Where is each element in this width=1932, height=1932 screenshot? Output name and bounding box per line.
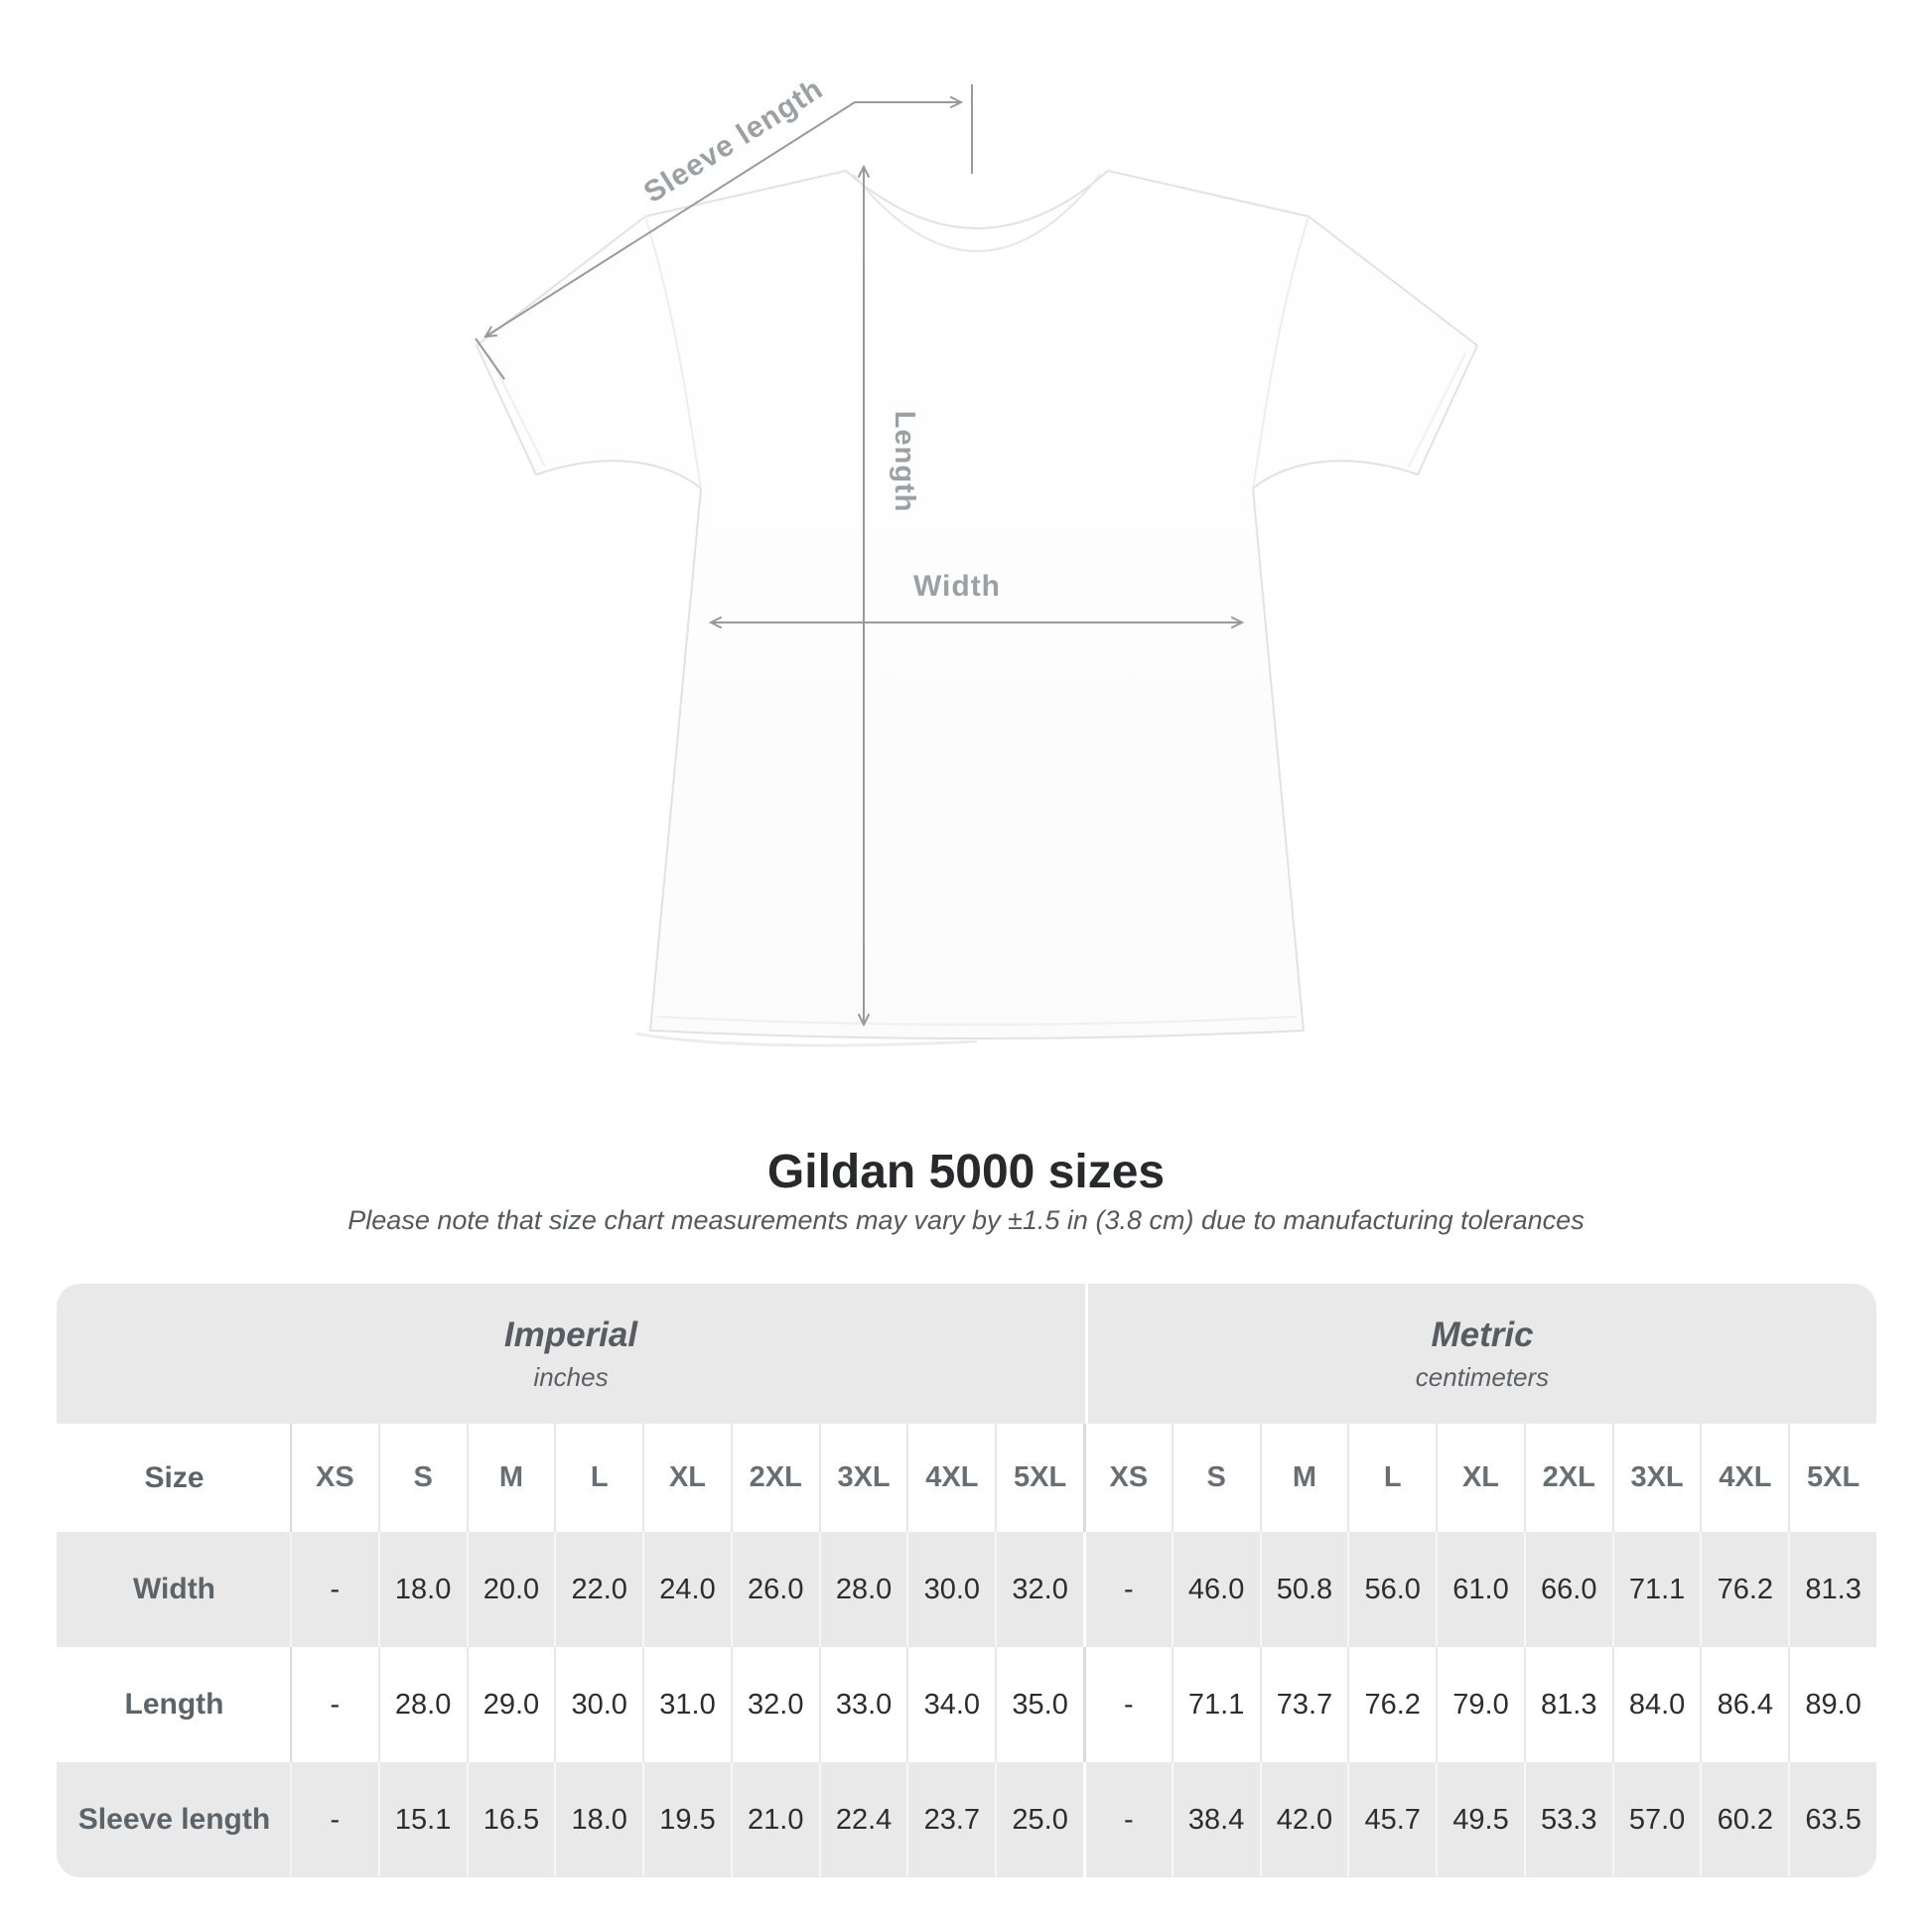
tolerance-note: Please note that size chart measurements…: [347, 1205, 1585, 1235]
table-cell: 49.5: [1436, 1762, 1524, 1877]
size-header: 3XL: [818, 1424, 907, 1532]
table-cell: 53.3: [1523, 1762, 1612, 1877]
row-label: Length: [124, 1688, 224, 1721]
table-cell: 19.5: [642, 1762, 731, 1877]
table-cell: 23.7: [906, 1762, 995, 1877]
table-cell: 29.0: [466, 1647, 555, 1762]
table-cell: 45.7: [1347, 1762, 1436, 1877]
table-cell: 34.0: [906, 1647, 995, 1762]
table-cell: 30.0: [554, 1647, 642, 1762]
table-cell: 28.0: [818, 1532, 907, 1647]
size-header-row: Size XS S M L XL 2XL 3XL 4XL 5XL XS S M …: [57, 1424, 1876, 1532]
table-cell: 46.0: [1171, 1532, 1260, 1647]
table-cell: 21.0: [730, 1762, 819, 1877]
table-row-sleeve-length: Sleeve length - 15.1 16.5 18.0 19.5 21.0…: [57, 1762, 1876, 1877]
size-header: 4XL: [1700, 1424, 1788, 1532]
table-cell: 63.5: [1788, 1762, 1876, 1877]
table-cell: 32.0: [730, 1647, 819, 1762]
table-cell: 18.0: [377, 1532, 467, 1647]
metric-unit: centimeters: [1415, 1361, 1550, 1392]
table-row-width: Width - 18.0 20.0 22.0 24.0 26.0 28.0 30…: [57, 1532, 1876, 1647]
tshirt-measurement-diagram: Sleeve length Length Width: [475, 72, 1478, 1047]
table-cell: 31.0: [642, 1647, 731, 1762]
size-header: 5XL: [995, 1424, 1083, 1532]
imperial-unit: inches: [533, 1361, 609, 1392]
table-cell: -: [290, 1532, 378, 1647]
table-cell: 79.0: [1436, 1647, 1524, 1762]
table-cell: 33.0: [818, 1647, 907, 1762]
table-cell: 76.2: [1347, 1647, 1436, 1762]
size-header: XS: [1083, 1424, 1172, 1532]
page-title: Gildan 5000 sizes: [766, 1146, 1166, 1198]
sleeve-end-tick: [475, 338, 505, 380]
width-label: Width: [913, 570, 1001, 603]
table-cell: 32.0: [995, 1532, 1083, 1647]
table-cell: 18.0: [554, 1762, 642, 1877]
table-cell: 20.0: [466, 1532, 555, 1647]
table-cell: -: [1083, 1647, 1172, 1762]
size-column-header: Size: [144, 1460, 205, 1494]
size-header: M: [466, 1424, 555, 1532]
table-cell: 89.0: [1788, 1647, 1876, 1762]
imperial-label: Imperial: [503, 1314, 638, 1354]
table-cell: 71.1: [1171, 1647, 1260, 1762]
tshirt-drawing: [476, 170, 1478, 1047]
table-cell: 73.7: [1259, 1647, 1348, 1762]
row-label: Sleeve length: [77, 1803, 271, 1836]
table-cell: -: [1083, 1532, 1172, 1647]
table-cell: -: [290, 1647, 378, 1762]
metric-label: Metric: [1431, 1314, 1534, 1354]
table-cell: 38.4: [1171, 1762, 1260, 1877]
size-header: M: [1259, 1424, 1348, 1532]
table-row-length: Length - 28.0 29.0 30.0 31.0 32.0 33.0 3…: [57, 1647, 1876, 1762]
length-label: Length: [889, 411, 920, 513]
table-cell: -: [1083, 1762, 1172, 1877]
size-header: S: [1171, 1424, 1260, 1532]
row-label: Width: [132, 1573, 216, 1605]
table-cell: 86.4: [1700, 1647, 1788, 1762]
table-cell: 50.8: [1259, 1532, 1348, 1647]
table-cell: 56.0: [1347, 1532, 1436, 1647]
metric-group-header: Metric centimeters: [1085, 1284, 1876, 1424]
size-header: 4XL: [906, 1424, 995, 1532]
table-cell: 35.0: [995, 1647, 1083, 1762]
table-cell: 81.3: [1523, 1647, 1612, 1762]
size-header: S: [377, 1424, 467, 1532]
table-cell: 25.0: [995, 1762, 1083, 1877]
table-cell: 15.1: [377, 1762, 467, 1877]
table-cell: 61.0: [1436, 1532, 1524, 1647]
table-cell: -: [290, 1762, 378, 1877]
size-header: XS: [290, 1424, 378, 1532]
table-cell: 66.0: [1523, 1532, 1612, 1647]
size-header: 5XL: [1788, 1424, 1876, 1532]
table-cell: 28.0: [377, 1647, 467, 1762]
size-header: XL: [642, 1424, 731, 1532]
sleeve-length-diagonal-arrow: [483, 101, 856, 339]
table-cell: 60.2: [1700, 1762, 1788, 1877]
table-cell: 42.0: [1259, 1762, 1348, 1877]
imperial-group-header: Imperial inches: [57, 1284, 1085, 1424]
size-header: 3XL: [1611, 1424, 1701, 1532]
table-cell: 71.1: [1611, 1532, 1701, 1647]
size-chart-table: Imperial inches Metric centimeters Size …: [57, 1284, 1876, 1877]
size-header: L: [554, 1424, 642, 1532]
size-header: XL: [1436, 1424, 1524, 1532]
size-header: 2XL: [1523, 1424, 1612, 1532]
table-cell: 84.0: [1611, 1647, 1701, 1762]
table-cell: 16.5: [466, 1762, 555, 1877]
size-header: 2XL: [730, 1424, 819, 1532]
table-cell: 22.4: [818, 1762, 907, 1877]
size-header: L: [1347, 1424, 1436, 1532]
table-cell: 26.0: [730, 1532, 819, 1647]
table-cell: 57.0: [1611, 1762, 1701, 1877]
table-cell: 30.0: [906, 1532, 995, 1647]
unit-group-band: Imperial inches Metric centimeters: [57, 1284, 1876, 1424]
table-cell: 76.2: [1700, 1532, 1788, 1647]
table-cell: 22.0: [554, 1532, 642, 1647]
table-cell: 81.3: [1788, 1532, 1876, 1647]
table-cell: 24.0: [642, 1532, 731, 1647]
